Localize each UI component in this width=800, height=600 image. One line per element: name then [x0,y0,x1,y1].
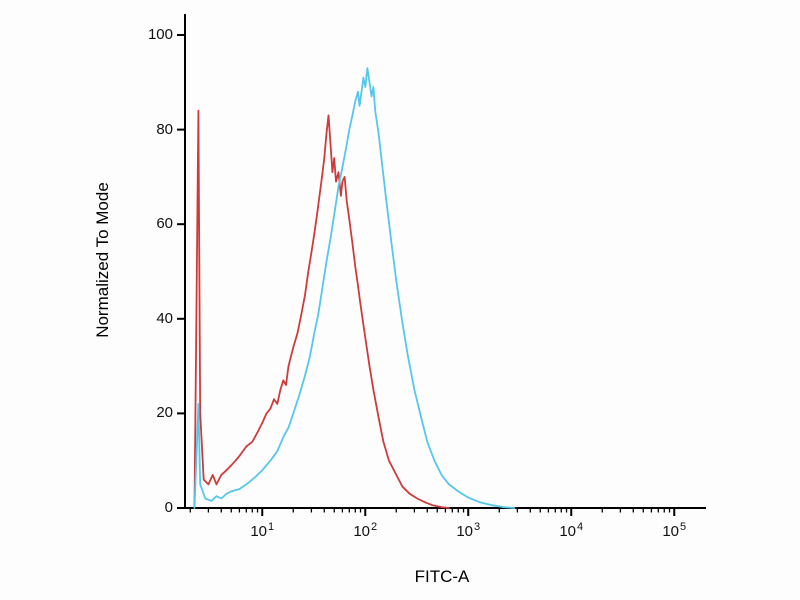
y-tick-label: 40 [156,309,173,327]
x-tick-label: 103 [456,521,481,540]
x-tick-label: 104 [559,521,584,540]
y-tick-label: 80 [156,120,173,138]
red-curve [193,109,450,509]
x-axis-title: FITC-A [414,567,470,586]
x-tick-label: 105 [662,521,687,540]
cyan-curve [193,67,516,509]
x-tick-label: 102 [353,521,378,540]
y-tick-label: 0 [164,499,173,516]
y-tick-label: 60 [156,215,173,233]
y-axis-title: Normalized To Mode [93,182,112,338]
x-tick-label: 101 [250,521,275,540]
y-tick-label: 100 [147,26,173,43]
y-tick-label: 20 [156,404,173,422]
